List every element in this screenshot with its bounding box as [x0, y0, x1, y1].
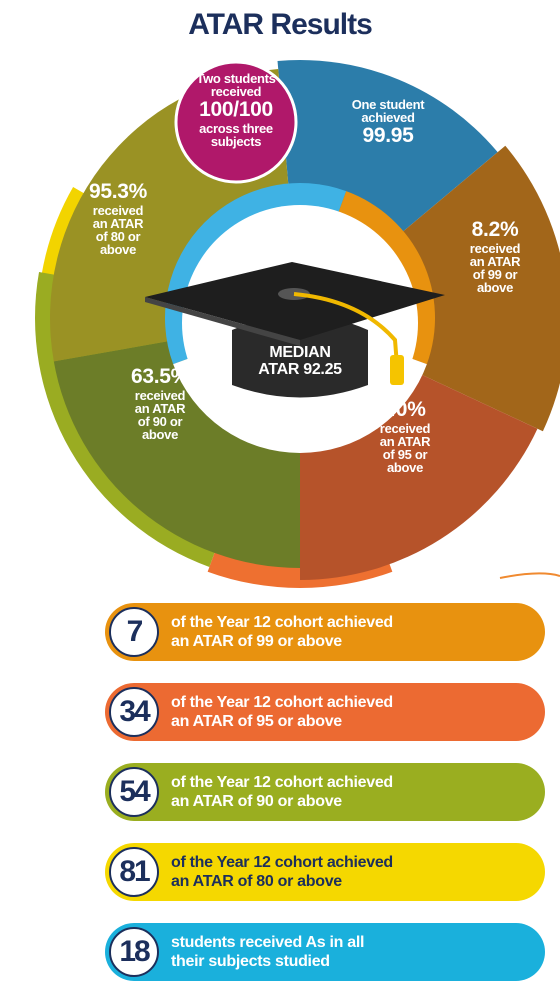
text-line: above [470, 281, 520, 294]
text-line: an ATAR of 90 or above [171, 792, 393, 811]
text-line: an ATAR of 95 or above [171, 712, 393, 731]
text-line: above [131, 428, 189, 441]
text-line: 40% [380, 398, 430, 422]
text-line: subjects [196, 135, 275, 148]
text-line: 95.3% [89, 180, 147, 204]
stat-number: 81 [109, 847, 159, 897]
text-line: of the Year 12 cohort achieved [171, 773, 393, 792]
divider [500, 573, 560, 578]
text-line: an ATAR of 99 or above [171, 632, 393, 651]
text-line: above [380, 461, 430, 474]
text-line: an ATAR of 80 or above [171, 872, 393, 891]
text-line: their subjects studied [171, 952, 364, 971]
text-line: ATAR 92.25 [258, 361, 342, 378]
title: ATAR Results [0, 8, 560, 42]
stat-number: 7 [109, 607, 159, 657]
text-line: 63.5% [131, 365, 189, 389]
text-line: above [89, 243, 147, 256]
text-line: students received As in all [171, 933, 364, 952]
text-line: of the Year 12 cohort achieved [171, 853, 393, 872]
text-line: of the Year 12 cohort achieved [171, 613, 393, 632]
stat-number: 34 [109, 687, 159, 737]
infographic: ATAR Results Two studentsreceived100/100… [0, 0, 560, 994]
text-line: 8.2% [470, 218, 520, 242]
text-line: 100/100 [196, 98, 275, 122]
text-line: received [196, 85, 275, 98]
text-line: of the Year 12 cohort achieved [171, 693, 393, 712]
text-line: achieved [352, 111, 425, 124]
stat-number: 18 [109, 927, 159, 977]
text-line: MEDIAN [258, 344, 342, 361]
stat-number: 54 [109, 767, 159, 817]
text-line: 99.95 [352, 124, 425, 148]
